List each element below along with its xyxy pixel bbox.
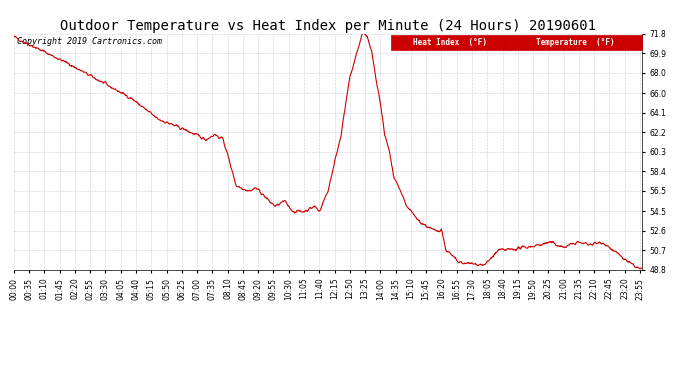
Text: Copyright 2019 Cartronics.com: Copyright 2019 Cartronics.com [17, 37, 162, 46]
Text: Heat Index  (°F): Heat Index (°F) [413, 38, 487, 47]
Title: Outdoor Temperature vs Heat Index per Minute (24 Hours) 20190601: Outdoor Temperature vs Heat Index per Mi… [60, 19, 595, 33]
Text: Temperature  (°F): Temperature (°F) [536, 38, 615, 47]
FancyBboxPatch shape [391, 35, 510, 50]
FancyBboxPatch shape [510, 35, 642, 50]
